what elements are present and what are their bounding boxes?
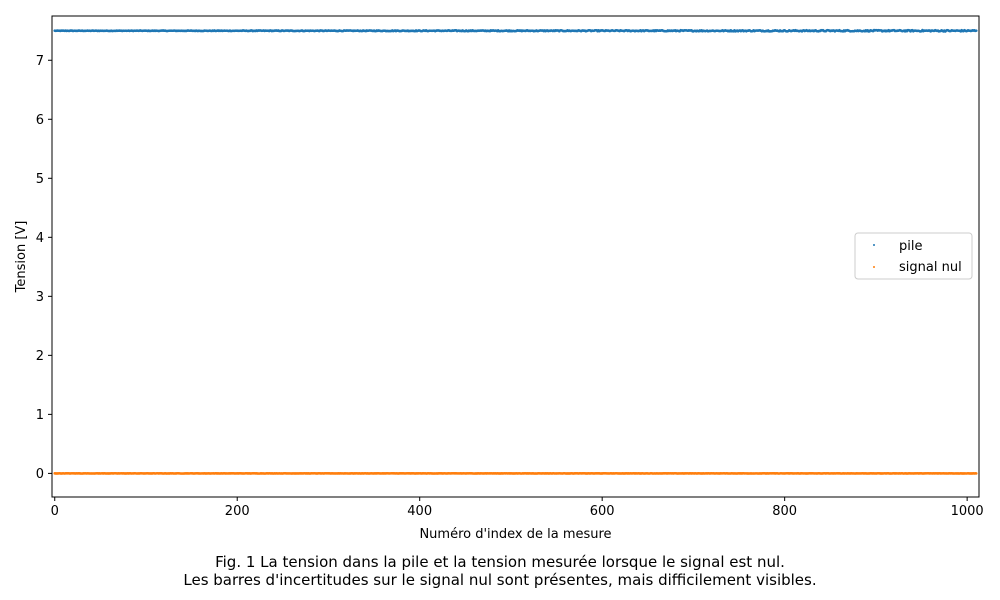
series-pile bbox=[53, 28, 978, 33]
data-point bbox=[974, 29, 978, 32]
y-tick-label: 5 bbox=[36, 172, 44, 187]
y-axis-label: Tension [V] bbox=[14, 221, 29, 294]
x-axis-label: Numéro d'index de la mesure bbox=[419, 527, 611, 542]
series-layer bbox=[53, 28, 978, 475]
x-tick-label: 200 bbox=[225, 504, 250, 519]
legend: pile signal nul bbox=[854, 232, 973, 280]
x-tick-label: 800 bbox=[772, 504, 797, 519]
legend-marker-pile bbox=[873, 244, 875, 246]
y-tick-label: 0 bbox=[36, 467, 44, 482]
legend-marker-signal-nul bbox=[873, 266, 875, 268]
x-axis: 0 200 400 600 800 1000 bbox=[51, 497, 984, 519]
y-axis: 0 1 2 3 4 5 6 7 bbox=[36, 54, 52, 482]
x-tick-label: 0 bbox=[51, 504, 59, 519]
legend-box bbox=[854, 232, 973, 280]
x-tick-label: 1000 bbox=[951, 504, 984, 519]
y-tick-label: 1 bbox=[36, 408, 44, 423]
plot-frame bbox=[51, 15, 980, 498]
y-tick-label: 7 bbox=[36, 54, 44, 69]
x-tick-label: 400 bbox=[407, 504, 432, 519]
legend-label-pile: pile bbox=[899, 239, 922, 254]
y-tick-label: 2 bbox=[36, 349, 44, 364]
figure-caption-line-1: Fig. 1 La tension dans la pile et la ten… bbox=[215, 553, 785, 571]
x-tick-label: 600 bbox=[590, 504, 615, 519]
legend-label-signal-nul: signal nul bbox=[899, 260, 962, 275]
y-tick-label: 6 bbox=[36, 113, 44, 128]
figure-caption-line-2: Les barres d'incertitudes sur le signal … bbox=[183, 571, 817, 589]
y-tick-label: 3 bbox=[36, 290, 44, 305]
series-signal-nul bbox=[53, 471, 978, 475]
y-tick-label: 4 bbox=[36, 231, 44, 246]
data-point bbox=[974, 472, 978, 475]
chart: 0 200 400 600 800 1000 0 1 2 3 4 5 6 7 Numéro d'inde… bbox=[14, 15, 984, 542]
